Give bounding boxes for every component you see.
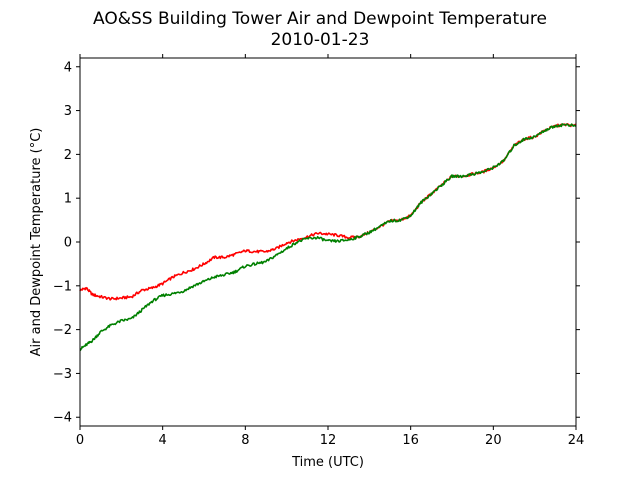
- y-tick-label: −4: [53, 411, 72, 426]
- x-tick-label: 0: [76, 433, 84, 448]
- chart-title: AO&SS Building Tower Air and Dewpoint Te…: [93, 9, 547, 29]
- y-axis-label: Air and Dewpoint Temperature (°C): [29, 128, 44, 357]
- y-tick-label: 4: [64, 60, 72, 75]
- y-tick-label: −3: [53, 367, 72, 382]
- chart-subtitle: 2010-01-23: [271, 30, 370, 50]
- x-axis-label: Time (UTC): [291, 455, 364, 470]
- y-tick-label: 2: [64, 148, 72, 163]
- x-tick-label: 20: [485, 433, 502, 448]
- series-line-2: [79, 123, 576, 352]
- y-tick-label: −2: [53, 323, 72, 338]
- x-tick-label: 24: [568, 433, 585, 448]
- y-tick-label: −1: [53, 279, 72, 294]
- y-tick-label: 3: [64, 104, 72, 119]
- y-tick-label: 0: [64, 236, 72, 251]
- x-tick-label: 12: [320, 433, 337, 448]
- x-tick-label: 8: [241, 433, 249, 448]
- x-tick-label: 4: [159, 433, 167, 448]
- series-line-1: [79, 123, 577, 301]
- plot-frame: [79, 57, 577, 427]
- y-tick-label: 1: [64, 192, 72, 207]
- x-tick-label: 16: [402, 433, 419, 448]
